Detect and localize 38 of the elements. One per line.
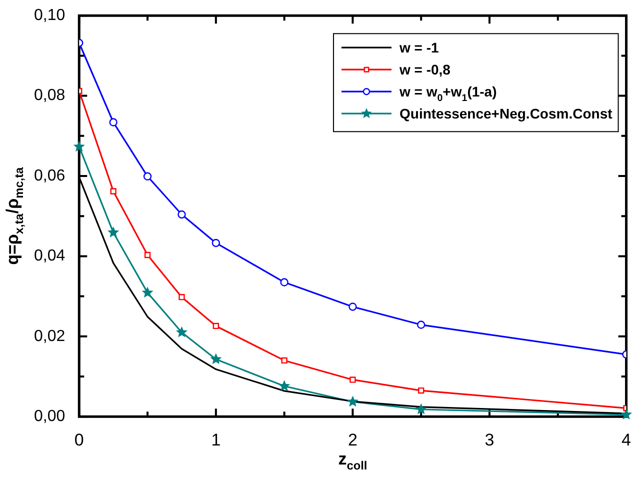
y-tick-label: 0,04 [34,248,66,265]
point [621,409,632,419]
point [281,357,288,364]
y-tick-label: 0,06 [34,167,66,184]
legend-label: w = -0,8 [398,62,451,78]
point [109,118,118,126]
y-tick-label: 0,10 [34,7,66,24]
x-tick-label: 2 [348,430,358,450]
x-tick-label: 0 [74,430,84,450]
point [176,327,187,337]
legend-label: Quintessence+Neg.Cosm.Const [399,106,613,122]
point [142,288,152,297]
point [144,252,151,258]
y-tick-label: 0,00 [34,408,66,426]
y-tick-label: 0,08 [34,87,66,104]
point [348,302,357,311]
x-tick-label: 4 [622,430,632,450]
point [417,320,426,329]
point [418,387,424,394]
point [143,172,152,180]
point [416,404,426,414]
point [211,354,221,364]
y-tick-label: 0,02 [34,328,66,345]
point [348,396,358,406]
point [280,278,288,286]
point [108,227,118,237]
x-tick-label: 1 [211,430,221,450]
point [178,210,186,219]
point [350,376,356,383]
x-tick-label: 3 [484,430,494,450]
y-axis-title: q=ρx,ta/ρmc,ta [3,166,26,265]
point [212,238,220,248]
point [74,142,84,151]
legend-label: w = -1 [398,40,440,56]
point [279,381,290,390]
point [212,322,219,330]
point [110,188,116,194]
point [178,294,185,300]
